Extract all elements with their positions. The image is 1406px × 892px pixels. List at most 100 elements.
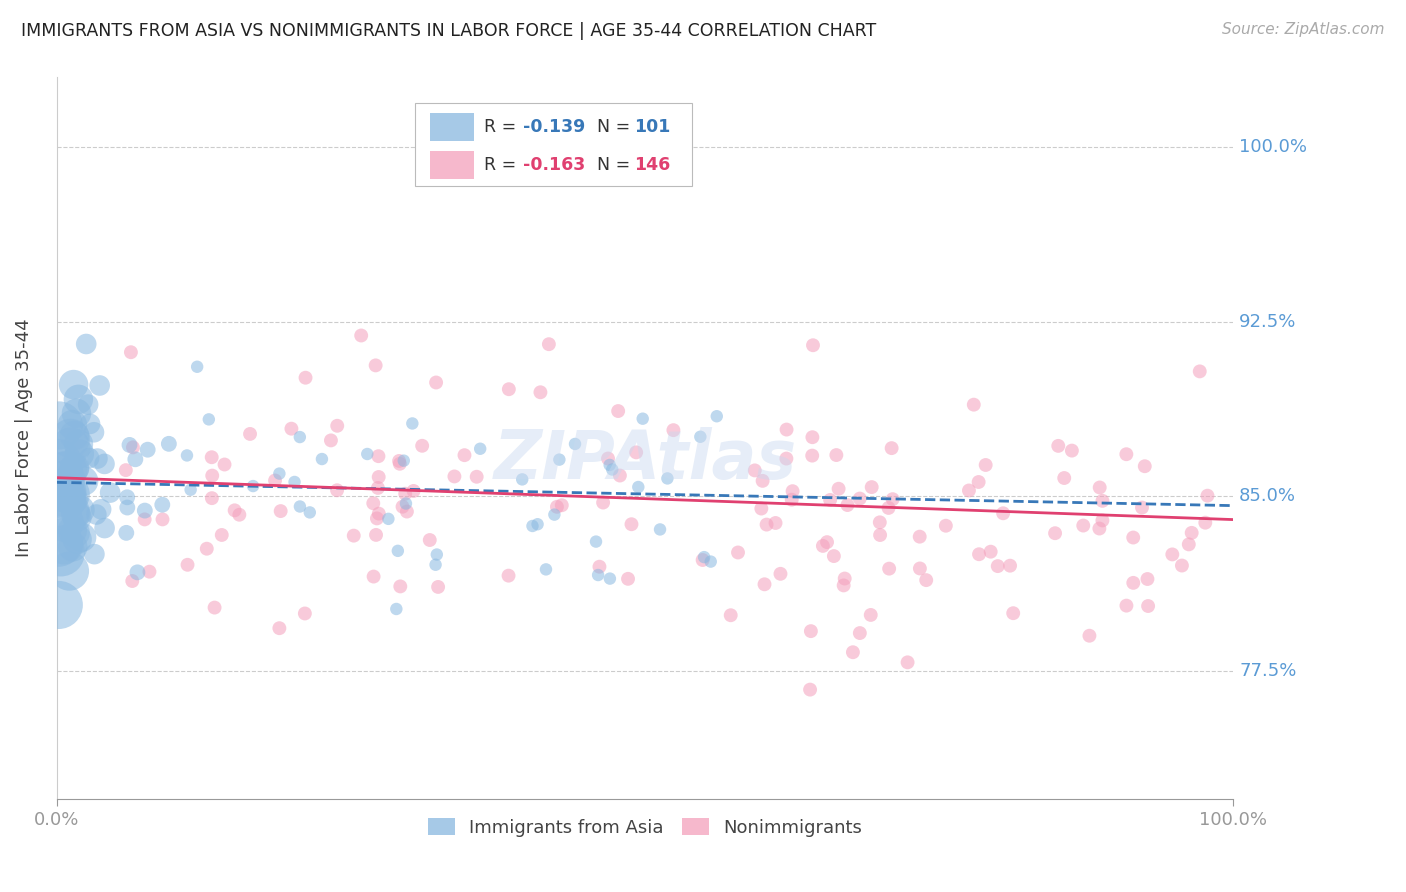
Point [65, 406, 87, 420]
Point [1181, 525, 1204, 540]
Point [60, 417, 83, 432]
Point [62, 540, 84, 554]
Point [1091, 513, 1114, 527]
Point [59, 487, 82, 501]
Point [402, 483, 425, 498]
Point [631, 411, 654, 425]
Point [89, 378, 111, 392]
Point [70, 530, 93, 544]
Point [48, 598, 70, 612]
Point [974, 458, 997, 472]
Point [551, 498, 574, 512]
Text: 100.0%: 100.0% [1239, 138, 1308, 156]
Point [426, 548, 449, 562]
Point [152, 512, 174, 526]
Point [201, 450, 224, 465]
Point [963, 398, 986, 412]
Text: Source: ZipAtlas.com: Source: ZipAtlas.com [1222, 22, 1385, 37]
Point [775, 423, 797, 437]
Text: IMMIGRANTS FROM ASIA VS NONIMMIGRANTS IN LABOR FORCE | AGE 35-44 CORRELATION CHA: IMMIGRANTS FROM ASIA VS NONIMMIGRANTS IN… [21, 22, 876, 40]
Point [700, 555, 723, 569]
Point [837, 498, 859, 512]
Point [548, 452, 571, 467]
FancyBboxPatch shape [415, 103, 692, 186]
Point [957, 483, 980, 498]
Point [394, 487, 416, 501]
Point [1115, 447, 1137, 461]
Point [63, 428, 86, 442]
Point [453, 448, 475, 462]
Text: 146: 146 [634, 156, 671, 174]
Point [755, 517, 778, 532]
Point [361, 496, 384, 510]
Point [543, 508, 565, 522]
Point [385, 602, 408, 616]
Point [967, 547, 990, 561]
Point [242, 479, 264, 493]
Point [799, 682, 821, 697]
Point [46, 456, 69, 470]
Point [617, 572, 640, 586]
Point [815, 535, 838, 549]
Point [363, 569, 385, 583]
Point [134, 512, 156, 526]
Point [586, 568, 609, 582]
Point [1060, 443, 1083, 458]
Point [264, 474, 287, 488]
Point [908, 561, 931, 575]
Point [1171, 558, 1194, 573]
Point [1071, 518, 1094, 533]
Point [800, 624, 823, 639]
Point [65, 507, 87, 521]
Text: 101: 101 [634, 119, 671, 136]
Point [609, 468, 631, 483]
Point [849, 626, 872, 640]
Point [1115, 599, 1137, 613]
Point [67, 437, 90, 451]
Point [1130, 500, 1153, 515]
Point [620, 517, 643, 532]
Point [319, 434, 342, 448]
Text: -0.139: -0.139 [523, 119, 585, 136]
Point [367, 507, 389, 521]
Point [585, 534, 607, 549]
Point [48, 535, 70, 549]
Bar [430, 113, 474, 141]
Point [367, 481, 389, 495]
Point [510, 472, 533, 486]
Point [124, 452, 146, 467]
Point [775, 451, 797, 466]
Point [239, 426, 262, 441]
Point [529, 385, 551, 400]
Point [298, 505, 321, 519]
Point [72, 474, 94, 488]
Point [537, 337, 560, 351]
Point [52, 464, 75, 478]
Point [1194, 516, 1216, 530]
Point [122, 441, 145, 455]
Point [693, 550, 716, 565]
Point [1188, 364, 1211, 378]
Point [1136, 572, 1159, 586]
Point [134, 503, 156, 517]
Text: 85.0%: 85.0% [1239, 487, 1296, 505]
Point [180, 483, 202, 497]
Point [77, 398, 100, 412]
Point [326, 483, 349, 498]
Point [1043, 526, 1066, 541]
Point [980, 544, 1002, 558]
Point [66, 510, 89, 524]
Point [908, 530, 931, 544]
Point [991, 506, 1014, 520]
Point [720, 608, 742, 623]
Point [367, 470, 389, 484]
Point [93, 457, 115, 471]
Point [120, 345, 142, 359]
Point [600, 462, 623, 476]
Point [117, 500, 139, 515]
Text: ZIPAtlas: ZIPAtlas [494, 426, 796, 492]
Point [706, 409, 728, 424]
Point [823, 549, 845, 563]
Point [780, 492, 803, 507]
Point [326, 418, 349, 433]
